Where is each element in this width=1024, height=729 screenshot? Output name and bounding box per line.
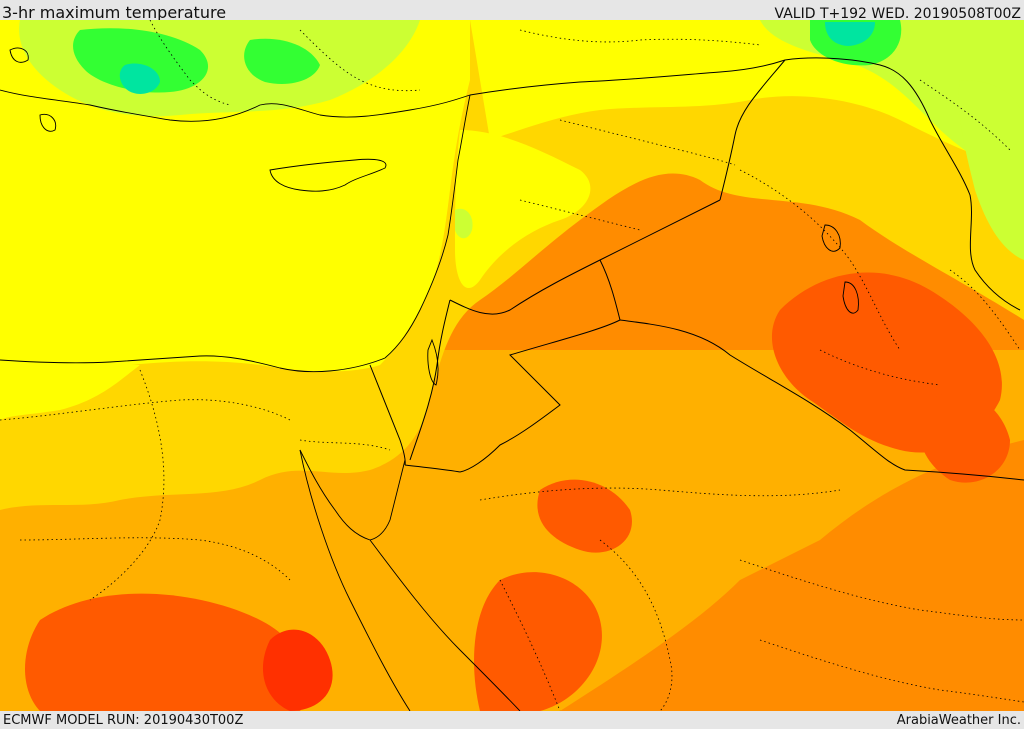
province-line-egypt-2 — [89, 369, 165, 601]
turkey-south-coast — [0, 89, 471, 122]
cyprus-outline — [269, 158, 387, 192]
province-line-iran-2 — [949, 269, 1021, 351]
egypt-north-coast — [0, 355, 386, 373]
iraq-marsh — [842, 281, 859, 314]
cool-zone-turkey-2 — [244, 38, 320, 85]
province-line-saudi-3 — [739, 559, 1024, 621]
red-sea-east — [369, 539, 521, 711]
credit: ArabiaWeather Inc. — [896, 713, 1021, 728]
very-hot-zone-center — [537, 479, 632, 553]
province-line-syria-2 — [519, 199, 641, 231]
extreme-zone-sudan — [262, 629, 333, 711]
coastlines — [0, 47, 859, 711]
jordan-saudi-border — [459, 259, 621, 473]
map-header: 3-hr maximum temperature VALID T+192 WED… — [0, 0, 1024, 22]
province-line-saudi-4 — [499, 579, 561, 711]
jordan-israel-border — [409, 299, 451, 461]
province-line-iraq-1 — [739, 169, 901, 351]
aegean-islands — [9, 47, 57, 132]
map-footer: ECMWF MODEL RUN: 20190430T00Z ArabiaWeat… — [0, 711, 1024, 729]
very-hot-zone-east — [919, 392, 1010, 483]
valid-time: VALID T+192 WED. 20190508T00Z — [774, 6, 1021, 22]
province-line-iraq-2 — [819, 349, 941, 386]
syria-iraq-border — [719, 59, 786, 201]
mild-zone-north-africa — [0, 360, 140, 420]
gulf-of-aqaba — [369, 459, 406, 541]
cold-spot-caucasus — [825, 22, 875, 46]
very-hot-zone-egypt — [25, 593, 308, 711]
province-line-turkey-2 — [299, 29, 421, 92]
province-line-iran-1 — [919, 79, 1011, 151]
province-line-sinai — [299, 439, 391, 451]
cool-zone-caucasus-light — [760, 20, 1024, 180]
very-hot-zone-saudi — [474, 572, 602, 711]
turkey-syria-border — [469, 59, 786, 96]
gulf-of-suez — [299, 449, 371, 541]
persian-gulf-lakes — [821, 224, 841, 252]
temperature-map[interactable] — [0, 20, 1024, 711]
map-title: 3-hr maximum temperature — [2, 3, 227, 22]
province-line-egypt-1 — [0, 399, 291, 421]
egypt-israel-border — [369, 364, 406, 466]
province-line-turkey-3 — [519, 29, 761, 46]
saudi-jordan-south — [404, 464, 461, 473]
saudi-iraq-border — [619, 319, 1024, 481]
province-line-saudi-1 — [479, 487, 841, 501]
province-boundaries — [0, 20, 1024, 711]
province-line-turkey-1 — [149, 20, 231, 106]
mild-zone-levant — [455, 130, 591, 289]
province-line-syria-1 — [559, 119, 736, 166]
iraq-iran-border — [784, 57, 1021, 311]
red-sea-west — [299, 449, 411, 711]
cold-spot-turkey — [119, 63, 160, 94]
dead-sea — [427, 338, 439, 386]
cool-patch-cyprus-east — [455, 208, 473, 239]
province-line-saudi-2 — [599, 539, 673, 711]
iraq-jordan-saudi-line — [449, 199, 721, 315]
province-line-yemen — [759, 639, 1024, 703]
cool-zone-turkey — [73, 28, 209, 93]
levant-coast — [384, 94, 471, 359]
country-borders — [369, 57, 1024, 481]
map-canvas — [0, 20, 1024, 711]
cool-zone-iran-north — [958, 80, 1024, 260]
model-run: ECMWF MODEL RUN: 20190430T00Z — [3, 713, 244, 728]
